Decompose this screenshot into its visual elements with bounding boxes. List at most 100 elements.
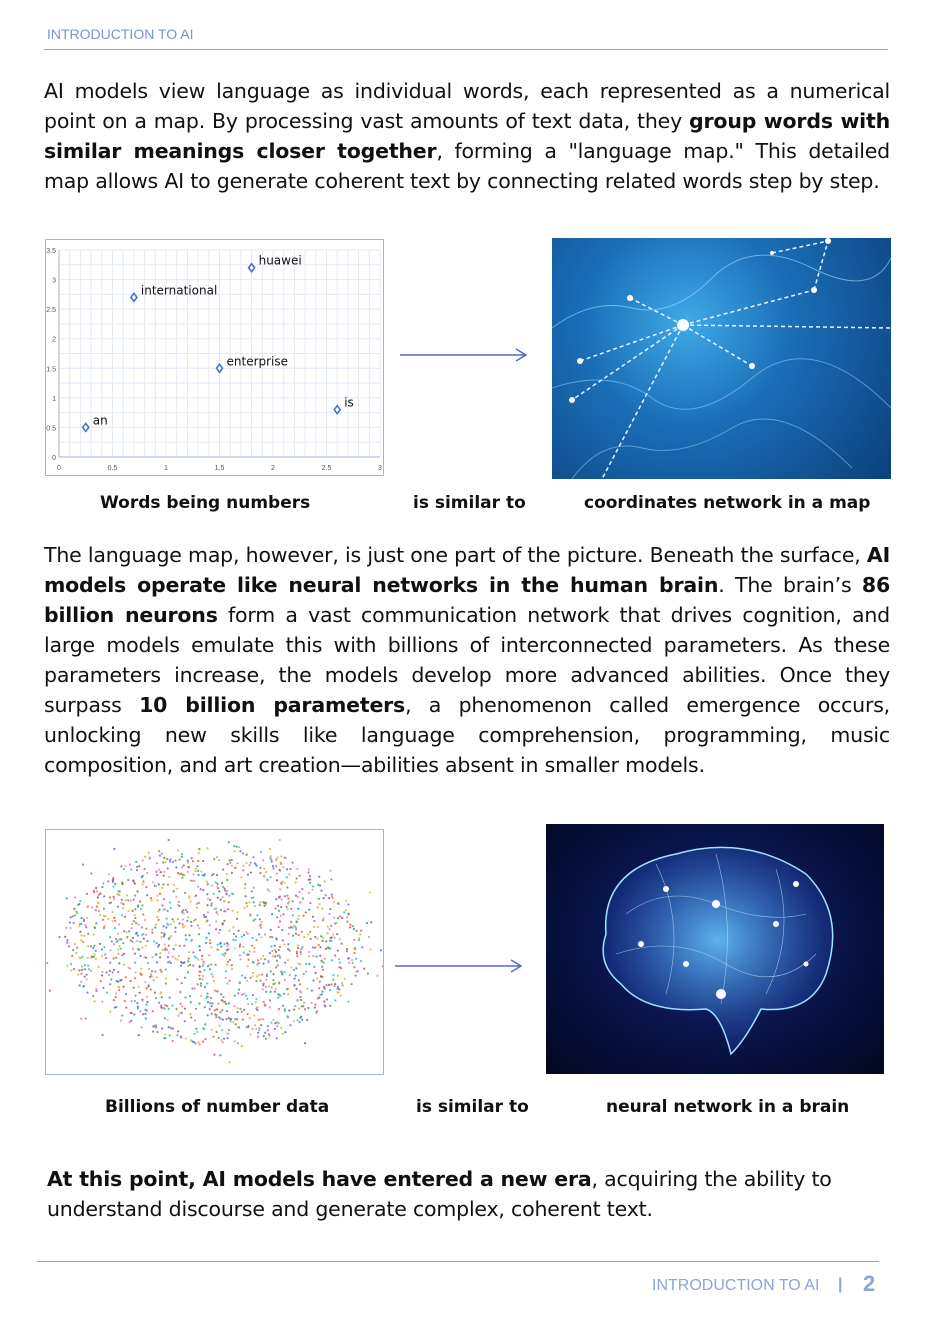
cloud-point	[339, 915, 342, 918]
cloud-point	[329, 1004, 332, 1007]
cloud-point	[64, 935, 67, 938]
cloud-point	[201, 964, 204, 968]
cloud-point	[199, 984, 202, 987]
cloud-point	[275, 1037, 278, 1040]
cloud-point	[195, 956, 198, 960]
cloud-point	[130, 922, 134, 926]
cloud-point	[139, 954, 142, 958]
cloud-point	[194, 867, 197, 870]
cloud-point	[139, 900, 142, 903]
cloud-point	[263, 958, 267, 961]
cloud-point	[186, 910, 189, 914]
cloud-point	[66, 941, 69, 944]
cloud-point	[136, 934, 139, 937]
cloud-point	[190, 939, 193, 942]
cloud-point	[151, 1010, 154, 1013]
cloud-point	[322, 917, 325, 920]
cloud-point	[300, 1005, 303, 1008]
cloud-point	[183, 944, 186, 947]
cloud-point	[102, 926, 106, 929]
cloud-point	[226, 945, 229, 948]
cloud-point	[233, 947, 236, 950]
cloud-point	[295, 952, 299, 955]
cloud-point	[226, 862, 229, 866]
cloud-point	[90, 956, 93, 959]
cloud-point	[156, 1030, 159, 1034]
cloud-point	[227, 901, 230, 904]
cloud-point	[96, 896, 100, 899]
bold-text: group words with similar meanings closer…	[44, 109, 890, 163]
cloud-point	[295, 920, 299, 923]
cloud-point	[349, 926, 352, 929]
cloud-point	[89, 945, 93, 948]
cloud-point	[154, 1023, 157, 1027]
cloud-point	[200, 994, 203, 998]
cloud-point	[234, 866, 238, 869]
cloud-point	[243, 934, 246, 937]
cloud-point	[324, 894, 327, 897]
cloud-point	[287, 943, 290, 946]
cloud-point	[145, 933, 148, 936]
cloud-point	[263, 904, 266, 907]
cloud-point	[301, 888, 304, 891]
cloud-point	[176, 958, 179, 961]
cloud-point	[159, 892, 162, 895]
cloud-point	[269, 935, 272, 939]
cloud-point	[149, 988, 152, 991]
cloud-point	[127, 899, 130, 902]
cloud-point	[370, 921, 373, 924]
cloud-point	[215, 1008, 219, 1011]
cloud-point	[94, 909, 97, 912]
cloud-point	[228, 1028, 231, 1032]
cloud-point	[112, 876, 115, 880]
cloud-point	[151, 956, 154, 959]
cloud-point	[329, 908, 332, 911]
cloud-point	[241, 1018, 244, 1021]
cloud-point	[194, 870, 197, 873]
cloud-point	[136, 1007, 140, 1010]
cloud-point	[236, 1025, 239, 1029]
cloud-point	[91, 906, 94, 909]
cloud-point	[274, 987, 277, 990]
cloud-point	[205, 936, 208, 939]
cloud-point	[236, 911, 239, 914]
cloud-point	[157, 868, 161, 871]
cloud-point	[92, 946, 95, 950]
cloud-point	[273, 990, 277, 993]
cloud-point	[178, 904, 181, 908]
cloud-point	[145, 927, 148, 930]
cloud-point	[135, 865, 139, 868]
cloud-point	[188, 963, 192, 967]
cloud-point	[104, 956, 108, 960]
cloud-point	[73, 914, 77, 917]
cloud-point	[242, 852, 245, 855]
cloud-point	[171, 1027, 174, 1030]
cloud-point	[319, 946, 322, 949]
cloud-point	[264, 1037, 267, 1040]
cloud-point	[137, 1034, 140, 1037]
map-network-image	[552, 238, 891, 479]
y-tick-label: 0	[52, 455, 56, 462]
cloud-point	[118, 923, 121, 926]
cloud-point	[120, 901, 123, 904]
cloud-point	[204, 1023, 207, 1026]
cloud-point	[144, 944, 147, 948]
cloud-point	[175, 866, 178, 869]
cloud-point	[296, 867, 299, 870]
cloud-point	[252, 961, 255, 964]
cloud-point	[133, 1013, 136, 1016]
cloud-point	[242, 864, 245, 867]
cloud-point	[101, 918, 105, 921]
cloud-point	[226, 1032, 229, 1035]
cloud-point	[268, 890, 271, 893]
cloud-point	[72, 948, 75, 952]
cloud-point	[150, 970, 154, 973]
cloud-point	[336, 987, 339, 990]
cloud-point	[258, 924, 262, 927]
cloud-point	[322, 897, 325, 900]
cloud-point	[131, 940, 134, 943]
cloud-point	[274, 1022, 277, 1025]
cloud-point	[125, 931, 128, 934]
cloud-point	[187, 866, 190, 869]
cloud-point	[198, 977, 202, 980]
